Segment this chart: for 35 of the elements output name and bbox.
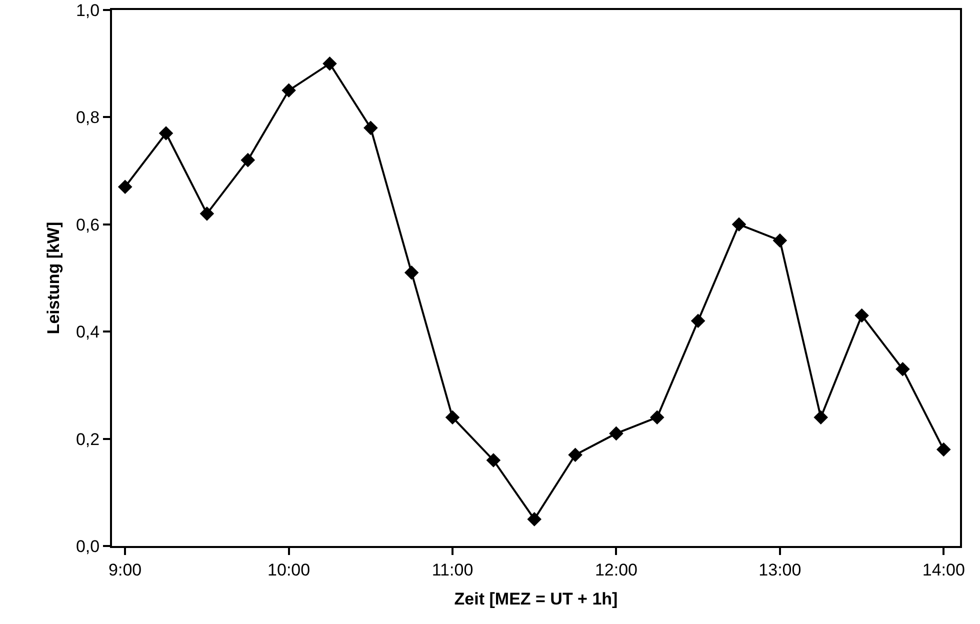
y-tick-label: 0,2 (76, 430, 100, 449)
y-axis-title: Leistung [kW] (44, 222, 64, 334)
point (609, 426, 624, 441)
point (486, 453, 501, 468)
point (527, 512, 542, 526)
point (690, 314, 706, 328)
point (732, 217, 746, 232)
x-tick-label: 9:00 (108, 560, 142, 580)
x-tick-label: 11:00 (432, 560, 474, 580)
point (568, 448, 582, 462)
point (118, 180, 132, 194)
y-tick-label: 1,0 (76, 0, 100, 20)
x-axis-title: Zeit [MEZ = UT + 1h] (454, 589, 618, 608)
point (240, 152, 256, 168)
y-tick-label: 0,8 (76, 108, 100, 128)
point (896, 362, 910, 376)
point (445, 410, 460, 425)
point (158, 126, 174, 140)
y-tick-label: 0,6 (76, 215, 100, 234)
point (772, 233, 788, 248)
point (404, 265, 419, 280)
y-tick-label: 0,4 (76, 322, 100, 342)
x-tick-label: 13:00 (758, 560, 802, 580)
point (364, 120, 378, 136)
y-tick-label: 0,0 (76, 536, 100, 556)
point (322, 56, 337, 71)
x-tick-label: 10:00 (268, 560, 310, 580)
x-tick-label: 14:00 (922, 560, 965, 580)
point (814, 410, 828, 425)
x-tick-label: 12:00 (594, 560, 638, 580)
point (650, 410, 664, 425)
point (936, 442, 951, 457)
point (282, 83, 296, 98)
point (200, 206, 214, 221)
point (854, 308, 869, 323)
